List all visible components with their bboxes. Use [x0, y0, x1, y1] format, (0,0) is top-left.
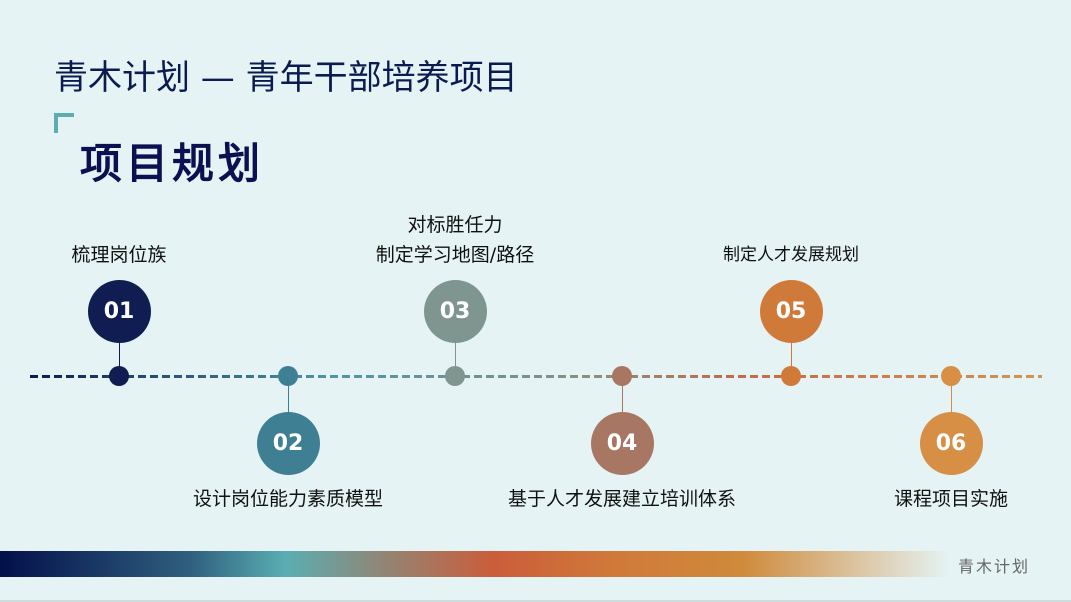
step-number-circle: 04 [590, 412, 654, 475]
step-number-circle: 01 [87, 280, 151, 343]
timeline-dot [941, 366, 961, 386]
step-number-circle: 03 [423, 280, 487, 343]
step-number-circle: 02 [256, 412, 320, 475]
step-label: 对标胜任力 制定学习地图/路径 [375, 214, 535, 266]
timeline-dot [781, 366, 801, 386]
timeline-line [30, 375, 1042, 378]
page-title: 青木计划 — 青年干部培养项目 [54, 58, 518, 98]
corner-accent [54, 113, 74, 133]
timeline-stem [287, 385, 289, 412]
timeline-dot [278, 366, 298, 386]
step-label: 基于人才发展建立培训体系 [507, 488, 737, 510]
timeline-stem [118, 343, 120, 368]
timeline-dot [612, 366, 632, 386]
timeline-dot [445, 366, 465, 386]
timeline-dot [109, 366, 129, 386]
step-label: 课程项目实施 [893, 488, 1009, 510]
timeline-stem [950, 385, 952, 412]
step-label: 梳理岗位族 [71, 244, 167, 266]
step-number-circle: 05 [759, 280, 823, 343]
timeline-stem [454, 343, 456, 368]
timeline-stem [790, 343, 792, 368]
section-title: 项目规划 [80, 139, 265, 188]
bottom-divider [0, 600, 1071, 602]
step-label: 制定人才发展规划 [723, 245, 859, 265]
timeline-stem [621, 385, 623, 412]
step-label: 设计岗位能力素质模型 [192, 488, 384, 510]
gradient-bar [0, 551, 950, 577]
footer-brand: 青木计划 [958, 557, 1031, 576]
step-number-circle: 06 [919, 412, 983, 475]
